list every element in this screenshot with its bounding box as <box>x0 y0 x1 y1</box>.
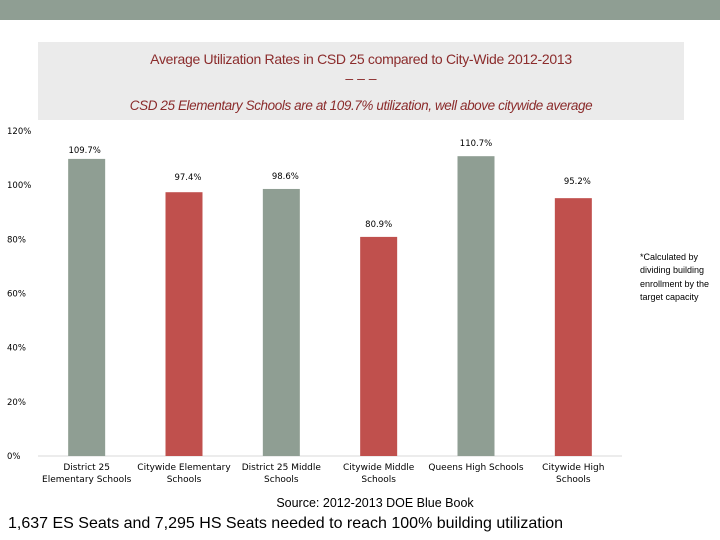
footer-summary: 1,637 ES Seats and 7,295 HS Seats needed… <box>8 515 564 532</box>
y-tick-label: 120% <box>7 127 31 137</box>
category-label: Schools <box>264 475 299 485</box>
source-text: Source: 2012-2013 DOE Blue Book <box>276 496 474 510</box>
chart-subtitle: CSD 25 Elementary Schools are at 109.7% … <box>129 98 593 113</box>
y-tick-label: 20% <box>7 398 26 408</box>
utilization-bar-chart: 0% 20% 40% 60% 80% 100% 120% 109.7% District 25 E… <box>7 127 622 485</box>
bar <box>165 192 203 456</box>
bar <box>457 156 495 456</box>
bar <box>262 188 300 456</box>
category-label: Citywide Elementary <box>137 463 231 473</box>
chart-title: Average Utilization Rates in CSD 25 comp… <box>150 51 572 67</box>
data-label: 95.2% <box>564 177 591 187</box>
y-tick-label: 40% <box>7 344 26 354</box>
category-label: Citywide Middle <box>343 463 415 473</box>
data-label: 80.9% <box>365 220 392 230</box>
data-label: 109.7% <box>68 146 100 156</box>
category-label: Elementary Schools <box>42 475 132 485</box>
top-band <box>0 0 720 20</box>
data-label: 98.6% <box>272 172 299 182</box>
category-label: Queens High Schools <box>428 463 524 473</box>
calculation-note: *Calculated by dividing building enrollm… <box>640 252 710 302</box>
title-dashes: – – – <box>345 70 377 86</box>
bar <box>554 198 592 456</box>
category-label: District 25 Middle <box>242 463 322 473</box>
category-label: Schools <box>361 475 396 485</box>
y-tick-label: 60% <box>7 290 26 300</box>
category-label: Citywide High <box>542 463 604 473</box>
bar <box>68 158 106 457</box>
title-box: Average Utilization Rates in CSD 25 comp… <box>38 42 684 120</box>
category-label: District 25 <box>63 463 110 473</box>
y-tick-label: 100% <box>7 181 31 191</box>
category-label: Schools <box>556 475 591 485</box>
data-label: 110.7% <box>460 139 492 149</box>
y-tick-label: 80% <box>7 235 26 245</box>
category-label: Schools <box>167 475 202 485</box>
data-label: 97.4% <box>174 173 201 183</box>
bar <box>360 236 398 456</box>
y-tick-label: 0% <box>7 452 21 462</box>
